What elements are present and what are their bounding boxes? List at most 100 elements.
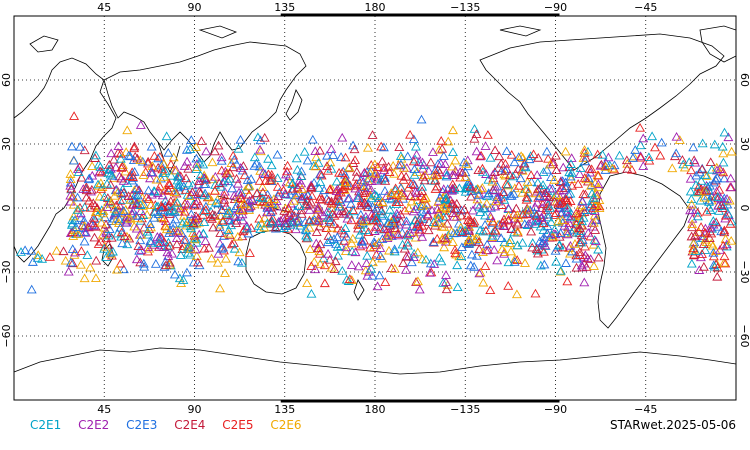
obs-marker-triangle: [227, 183, 238, 193]
obs-marker-triangle: [498, 189, 509, 199]
obs-marker-triangle: [483, 174, 494, 184]
obs-marker-triangle: [350, 183, 361, 193]
obs-marker-triangle: [79, 227, 90, 236]
obs-marker-triangle: [478, 226, 489, 236]
obs-marker-triangle: [26, 245, 37, 255]
obs-marker-triangle: [630, 145, 641, 154]
obs-marker-triangle: [383, 245, 394, 255]
obs-marker-triangle: [441, 270, 451, 279]
obs-marker-triangle: [550, 245, 561, 255]
obs-marker-triangle: [374, 270, 385, 280]
obs-marker-triangle: [416, 114, 427, 124]
obs-marker-triangle: [588, 217, 599, 227]
lon-tick-label-top: 135: [274, 1, 295, 14]
obs-marker-triangle: [153, 162, 164, 172]
obs-marker-triangle: [635, 151, 646, 161]
obs-marker-triangle: [417, 206, 428, 216]
obs-marker-triangle: [116, 227, 127, 237]
obs-marker-triangle: [586, 180, 596, 190]
obs-marker-triangle: [346, 215, 357, 225]
obs-marker-triangle: [505, 246, 516, 256]
obs-marker-triangle: [478, 203, 489, 213]
obs-marker-triangle: [524, 154, 535, 164]
obs-marker-triangle: [414, 224, 425, 234]
obs-marker-triangle: [377, 209, 388, 218]
obs-marker-triangle: [164, 206, 175, 216]
obs-marker-triangle: [296, 194, 307, 203]
obs-marker-triangle: [477, 247, 488, 257]
obs-marker-triangle: [538, 218, 549, 228]
obs-marker-triangle: [552, 190, 562, 200]
obs-marker-triangle: [334, 201, 345, 211]
obs-marker-triangle: [405, 228, 416, 238]
obs-marker-triangle: [439, 242, 450, 252]
obs-marker-triangle: [282, 160, 293, 170]
obs-marker-triangle: [504, 170, 515, 180]
obs-marker-triangle: [244, 205, 255, 214]
obs-marker-triangle: [272, 149, 283, 159]
obs-marker-triangle: [409, 180, 420, 189]
obs-marker-triangle: [530, 219, 541, 228]
obs-marker-triangle: [207, 209, 218, 219]
obs-marker-triangle: [143, 229, 154, 239]
obs-marker-triangle: [418, 194, 429, 203]
obs-marker-triangle: [506, 224, 517, 234]
obs-marker-triangle: [483, 189, 494, 199]
obs-marker-triangle: [501, 164, 512, 174]
obs-marker-triangle: [229, 243, 240, 253]
obs-marker-triangle: [503, 179, 514, 189]
obs-marker-triangle: [391, 208, 402, 218]
obs-marker-triangle: [638, 161, 649, 170]
obs-marker-triangle: [26, 284, 37, 294]
obs-marker-triangle: [465, 217, 476, 226]
obs-marker-triangle: [199, 190, 210, 200]
obs-marker-triangle: [551, 256, 562, 266]
obs-marker-triangle: [590, 236, 601, 246]
obs-marker-triangle: [543, 209, 554, 219]
obs-marker-triangle: [548, 192, 559, 202]
obs-marker-triangle: [301, 233, 312, 243]
obs-marker-triangle: [687, 219, 698, 228]
obs-marker-triangle: [287, 179, 298, 188]
obs-marker-triangle: [296, 205, 307, 215]
obs-marker-triangle: [143, 185, 154, 195]
obs-marker-triangle: [417, 163, 428, 173]
obs-marker-triangle: [512, 226, 523, 236]
obs-marker-triangle: [20, 245, 31, 255]
obs-marker-triangle: [449, 244, 460, 254]
lat-tick-label-left: 30: [0, 137, 13, 151]
obs-marker-triangle: [468, 218, 479, 228]
obs-marker-triangle: [503, 215, 514, 225]
obs-marker-triangle: [93, 179, 103, 189]
obs-marker-triangle: [548, 228, 559, 238]
obs-marker-triangle: [713, 221, 723, 231]
obs-marker-triangle: [116, 173, 127, 183]
obs-marker-triangle: [348, 140, 359, 150]
obs-marker-triangle: [363, 173, 374, 183]
obs-marker-triangle: [310, 161, 321, 171]
obs-marker-triangle: [137, 156, 148, 166]
obs-marker-triangle: [259, 132, 270, 142]
obs-marker-triangle: [508, 189, 519, 198]
obs-marker-triangle: [448, 125, 458, 135]
obs-marker-triangle: [106, 232, 117, 242]
obs-marker-triangle: [371, 213, 382, 223]
obs-marker-triangle: [472, 194, 483, 204]
obs-marker-triangle: [223, 225, 234, 235]
obs-marker-triangle: [400, 265, 411, 274]
lat-tick-label-right: 60: [738, 73, 750, 87]
obs-marker-triangle: [314, 246, 325, 256]
obs-marker-triangle: [580, 250, 591, 260]
obs-marker-triangle: [94, 191, 105, 201]
obs-marker-triangle: [716, 226, 727, 236]
obs-marker-triangle: [321, 223, 332, 232]
obs-marker-triangle: [176, 228, 187, 237]
obs-marker-triangle: [527, 238, 538, 247]
obs-marker-triangle: [200, 205, 211, 214]
obs-marker-triangle: [549, 224, 560, 234]
obs-marker-triangle: [469, 124, 480, 133]
obs-marker-triangle: [425, 157, 436, 167]
obs-marker-triangle: [469, 133, 480, 143]
obs-marker-triangle: [257, 193, 268, 203]
obs-marker-triangle: [513, 152, 524, 161]
